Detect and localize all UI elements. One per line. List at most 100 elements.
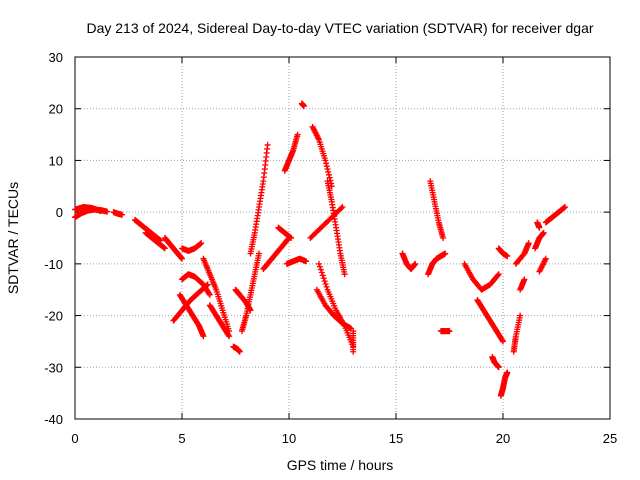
- data-point: [504, 369, 511, 376]
- data-point: [494, 272, 501, 279]
- data-point: [236, 348, 243, 355]
- data-series: [510, 312, 524, 355]
- chart-title: Day 213 of 2024, Sidereal Day-to-day VTE…: [86, 20, 593, 36]
- data-series: [532, 229, 547, 252]
- x-tick-label: 25: [603, 431, 617, 446]
- y-tick-label: -30: [44, 360, 63, 375]
- y-axis-label: SDTVAR / TECUs: [5, 182, 21, 294]
- data-series: [461, 260, 502, 293]
- data-series: [536, 255, 549, 275]
- data-point: [322, 280, 329, 287]
- data-series: [489, 353, 502, 371]
- plot-frame: [74, 56, 611, 420]
- y-tick-label: 0: [56, 205, 63, 220]
- data-point: [317, 266, 324, 273]
- y-tick-label: 30: [49, 50, 63, 65]
- data-point: [97, 208, 104, 215]
- data-series: [206, 302, 233, 340]
- data-point: [161, 245, 168, 252]
- data-point: [495, 271, 502, 278]
- data-point: [200, 333, 207, 340]
- data-point: [225, 332, 232, 339]
- data-series: [512, 240, 532, 267]
- data-point: [316, 263, 323, 270]
- data-point: [440, 235, 447, 241]
- data-point: [326, 174, 333, 181]
- data-points: [72, 100, 569, 399]
- data-point: [323, 163, 330, 170]
- data-point: [321, 278, 328, 285]
- data-point: [504, 253, 511, 260]
- data-series: [161, 235, 185, 262]
- data-point: [319, 272, 326, 279]
- data-series: [179, 240, 205, 254]
- y-tick-label: -40: [44, 412, 63, 427]
- y-tick-label: 10: [49, 153, 63, 168]
- data-series: [313, 286, 355, 332]
- data-series: [298, 100, 307, 110]
- x-tick-label: 0: [71, 431, 78, 446]
- data-series: [238, 250, 263, 335]
- data-point: [104, 208, 111, 215]
- data-series: [495, 245, 511, 260]
- data-series: [425, 250, 449, 278]
- data-point: [179, 255, 185, 262]
- data-point: [300, 103, 307, 110]
- data-point: [288, 235, 295, 241]
- data-point: [226, 333, 233, 340]
- data-point: [412, 260, 419, 267]
- data-series: [309, 123, 335, 190]
- data-series: [260, 235, 292, 273]
- data-point: [540, 229, 547, 236]
- data-series: [517, 276, 528, 293]
- data-series: [281, 131, 301, 174]
- data-series: [170, 281, 211, 324]
- data-point: [256, 250, 263, 257]
- data-point: [536, 224, 543, 231]
- data-point: [500, 338, 506, 345]
- data-point: [206, 291, 213, 298]
- data-series: [350, 328, 357, 355]
- data-point: [323, 160, 330, 167]
- data-point: [318, 269, 325, 276]
- data-series: [142, 229, 168, 252]
- axis-ticks: 0 5 10 15 20 25 30 20 10 0 -10 -20 -30 -40: [44, 50, 617, 446]
- data-series: [179, 271, 213, 298]
- data-point: [542, 255, 549, 262]
- data-point: [521, 276, 528, 283]
- y-tick-label: -20: [44, 309, 63, 324]
- data-series: [399, 250, 419, 273]
- data-point: [322, 157, 329, 164]
- data-point: [495, 364, 502, 371]
- y-tick-label: -10: [44, 257, 63, 272]
- data-point: [324, 166, 331, 173]
- data-series: [497, 369, 511, 399]
- data-point: [350, 348, 357, 355]
- data-series: [275, 224, 295, 241]
- data-point: [517, 312, 524, 319]
- data-point: [303, 258, 310, 265]
- data-series: [427, 178, 447, 241]
- data-series: [283, 255, 310, 267]
- data-point: [339, 203, 346, 210]
- data-series: [307, 203, 346, 241]
- x-tick-label: 15: [389, 431, 403, 446]
- data-point: [446, 328, 453, 335]
- data-point: [323, 283, 330, 290]
- data-series: [437, 328, 453, 335]
- data-point: [315, 260, 322, 267]
- data-point: [206, 290, 213, 297]
- data-point: [320, 275, 327, 282]
- data-series: [542, 203, 569, 226]
- data-series: [324, 178, 348, 278]
- x-axis-label: GPS time / hours: [287, 457, 394, 473]
- y-tick-label: 20: [49, 102, 63, 117]
- data-point: [325, 168, 332, 175]
- data-point: [442, 250, 449, 257]
- data-point: [198, 240, 205, 247]
- data-point: [341, 271, 348, 278]
- data-series: [474, 297, 506, 345]
- data-point: [499, 337, 506, 344]
- data-point: [119, 211, 126, 218]
